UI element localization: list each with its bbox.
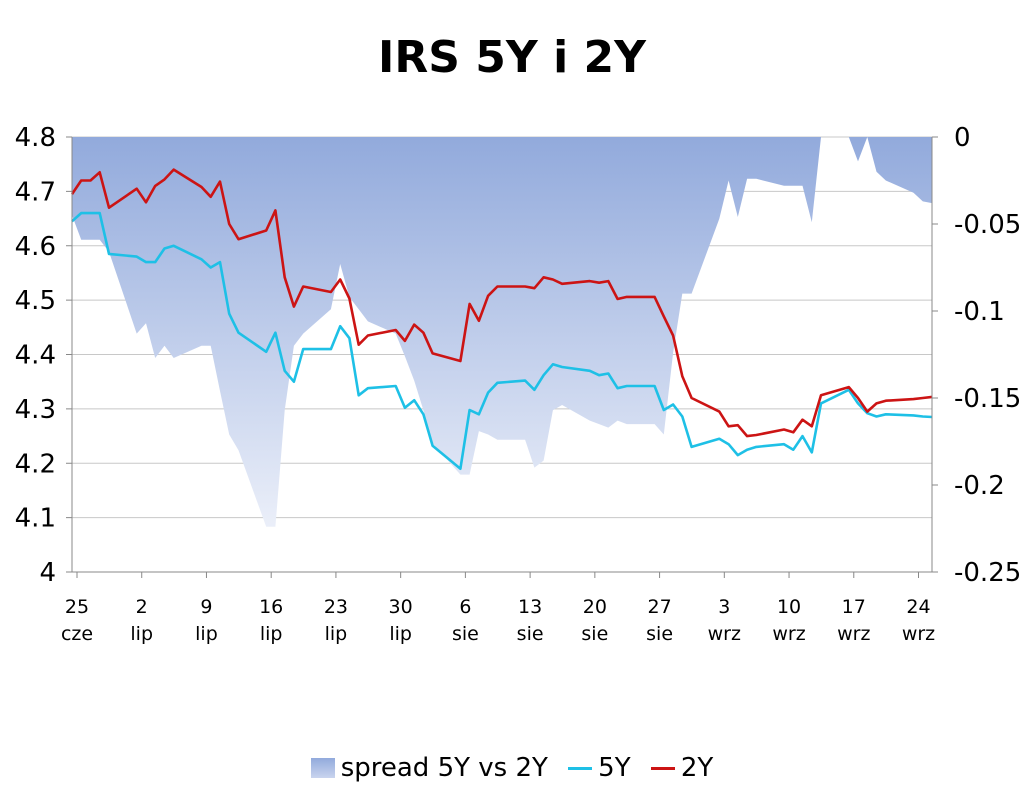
y-left-tick-label: 4.6 [15,232,56,262]
y-left-tick-label: 4.4 [15,341,56,371]
y-right-tick-label: -0.1 [954,297,1005,327]
x-tick-day: 6 [459,596,471,618]
x-tick-month: wrz [708,623,741,645]
x-tick-month: sie [517,623,544,645]
x-tick-month: cze [61,623,93,645]
legend-item-spread: spread 5Y vs 2Y [310,752,548,783]
legend-swatch-2y [650,766,675,770]
legend: spread 5Y vs 2Y 5Y 2Y [0,752,1024,783]
x-tick-month: sie [581,623,608,645]
y-left-tick-label: 4.1 [15,504,56,534]
x-tick-day: 20 [583,596,607,618]
y-left-tick-label: 4.8 [15,123,56,153]
x-tick-day: 23 [324,596,348,618]
y-right-tick-label: -0.05 [954,210,1021,240]
series-line-2y [70,168,933,438]
x-tick-day: 27 [647,596,671,618]
x-tick-month: wrz [772,623,805,645]
x-tick-month: sie [452,623,479,645]
x-tick-month: wrz [837,623,870,645]
x-tick-day: 25 [65,596,89,618]
x-tick-month: sie [646,623,673,645]
x-tick-day: 2 [136,596,148,618]
x-tick-day: 24 [906,596,930,618]
legend-label-5y: 5Y [598,752,631,783]
x-tick-day: 10 [777,596,801,618]
x-tick-month: lip [389,623,412,645]
spread-area-layer [72,137,932,527]
series-area-spread [72,137,932,527]
x-tick-month: lip [195,623,218,645]
legend-swatch-spread [310,758,335,778]
line-series-layer [70,168,933,471]
x-tick-month: lip [325,623,348,645]
x-tick-day: 3 [718,596,730,618]
y-left-tick-label: 4.3 [15,395,56,425]
x-tick-day: 13 [518,596,542,618]
axes: 4 4.1 4.2 4.3 4.4 4.5 4.6 4.7 4.8 0 -0.05 -0.1 -0.15… [15,123,1022,645]
x-tick-month: wrz [902,623,935,645]
x-tick-month: lip [260,623,283,645]
y-left-tick-label: 4.2 [15,449,56,479]
legend-label-spread: spread 5Y vs 2Y [340,752,548,783]
legend-label-2y: 2Y [680,752,714,783]
x-tick-day: 9 [200,596,212,618]
y-right-tick-label: -0.25 [954,558,1021,588]
y-left-tick-label: 4.5 [15,286,56,316]
y-right-tick-label: 0 [954,123,971,153]
y-right-tick-label: -0.15 [954,384,1021,414]
x-tick-day: 16 [259,596,283,618]
y-left-tick-label: 4 [39,558,56,588]
series-line-5y [71,211,933,471]
chart-title: IRS 5Y i 2Y [378,32,646,83]
legend-item-5y: 5Y [568,752,631,783]
x-tick-month: lip [130,623,153,645]
legend-swatch-5y [568,766,593,770]
legend-item-2y: 2Y [650,752,714,783]
x-tick-day: 30 [389,596,413,618]
y-left-tick-label: 4.7 [15,177,56,207]
x-tick-day: 17 [842,596,866,618]
y-right-tick-label: -0.2 [954,471,1005,501]
